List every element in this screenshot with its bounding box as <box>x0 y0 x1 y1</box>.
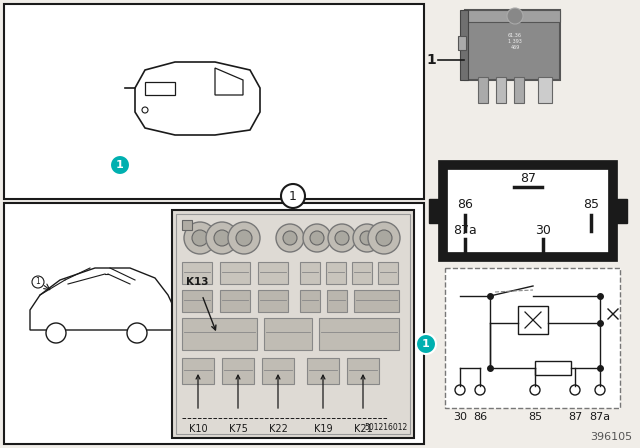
Bar <box>445 268 620 408</box>
Bar <box>496 77 506 103</box>
Circle shape <box>455 385 465 395</box>
Bar <box>535 361 571 375</box>
Bar <box>220 262 250 284</box>
Circle shape <box>283 231 297 245</box>
Bar <box>319 318 399 350</box>
Circle shape <box>368 222 400 254</box>
Bar <box>220 290 250 312</box>
Text: K22: K22 <box>269 424 287 434</box>
Bar <box>465 10 560 22</box>
Text: 1: 1 <box>426 53 436 67</box>
Circle shape <box>570 385 580 395</box>
Bar <box>326 262 346 284</box>
Bar <box>458 36 466 50</box>
Bar <box>460 10 468 80</box>
Text: 61.36
1 393
469: 61.36 1 393 469 <box>508 33 522 50</box>
Circle shape <box>214 230 230 246</box>
Text: 86: 86 <box>473 412 487 422</box>
Bar <box>514 77 524 103</box>
Circle shape <box>142 107 148 113</box>
Bar <box>378 262 398 284</box>
Text: 85: 85 <box>583 198 599 211</box>
Circle shape <box>127 323 147 343</box>
Circle shape <box>192 230 208 246</box>
Circle shape <box>595 385 605 395</box>
Bar <box>478 77 488 103</box>
Circle shape <box>416 334 436 354</box>
Bar <box>300 290 320 312</box>
Text: 1: 1 <box>116 160 124 170</box>
Bar <box>182 318 257 350</box>
Text: 87: 87 <box>520 172 536 185</box>
Bar <box>182 220 192 230</box>
Text: 1: 1 <box>289 190 297 202</box>
Text: K13: K13 <box>186 277 209 287</box>
Bar <box>182 358 214 384</box>
Circle shape <box>335 231 349 245</box>
Bar <box>258 262 288 284</box>
Bar <box>222 358 254 384</box>
Circle shape <box>110 155 130 175</box>
Circle shape <box>46 323 66 343</box>
Text: K10: K10 <box>189 424 207 434</box>
Circle shape <box>475 385 485 395</box>
Bar <box>172 210 414 438</box>
Text: K75: K75 <box>228 424 248 434</box>
Circle shape <box>184 222 216 254</box>
Text: 396105: 396105 <box>590 432 632 442</box>
Circle shape <box>32 276 44 288</box>
Circle shape <box>507 8 523 24</box>
Text: 30: 30 <box>453 412 467 422</box>
Text: 30: 30 <box>535 224 551 237</box>
Bar <box>258 290 288 312</box>
Polygon shape <box>30 268 175 330</box>
Bar <box>4 4 424 199</box>
Polygon shape <box>135 62 260 135</box>
Text: K21: K21 <box>354 424 372 434</box>
Circle shape <box>236 230 252 246</box>
Bar <box>264 318 312 350</box>
Circle shape <box>376 230 392 246</box>
Polygon shape <box>145 82 175 95</box>
Bar <box>518 306 548 334</box>
Polygon shape <box>215 68 243 95</box>
Bar <box>262 358 294 384</box>
Bar <box>182 262 212 284</box>
Circle shape <box>276 224 304 252</box>
Text: K19: K19 <box>314 424 332 434</box>
Circle shape <box>228 222 260 254</box>
Circle shape <box>303 224 331 252</box>
Bar <box>352 262 372 284</box>
Bar <box>538 77 552 103</box>
Text: 1: 1 <box>36 277 40 287</box>
Circle shape <box>310 231 324 245</box>
Bar <box>4 203 424 444</box>
Bar <box>465 10 560 80</box>
Circle shape <box>281 184 305 208</box>
Circle shape <box>353 224 381 252</box>
Circle shape <box>206 222 238 254</box>
Bar <box>176 214 410 434</box>
Bar <box>307 358 339 384</box>
Bar <box>354 290 399 312</box>
Text: 87: 87 <box>568 412 582 422</box>
Text: 501216012: 501216012 <box>365 423 408 432</box>
Bar <box>611 199 627 223</box>
Bar <box>443 165 613 257</box>
Text: 87a: 87a <box>589 412 611 422</box>
Circle shape <box>360 231 374 245</box>
Circle shape <box>530 385 540 395</box>
Bar <box>300 262 320 284</box>
Circle shape <box>328 224 356 252</box>
Text: 87a: 87a <box>453 224 477 237</box>
Bar <box>182 290 212 312</box>
Text: 1: 1 <box>422 339 430 349</box>
Text: 85: 85 <box>528 412 542 422</box>
Bar <box>429 199 445 223</box>
Bar <box>327 290 347 312</box>
Text: 86: 86 <box>457 198 473 211</box>
Bar <box>347 358 379 384</box>
